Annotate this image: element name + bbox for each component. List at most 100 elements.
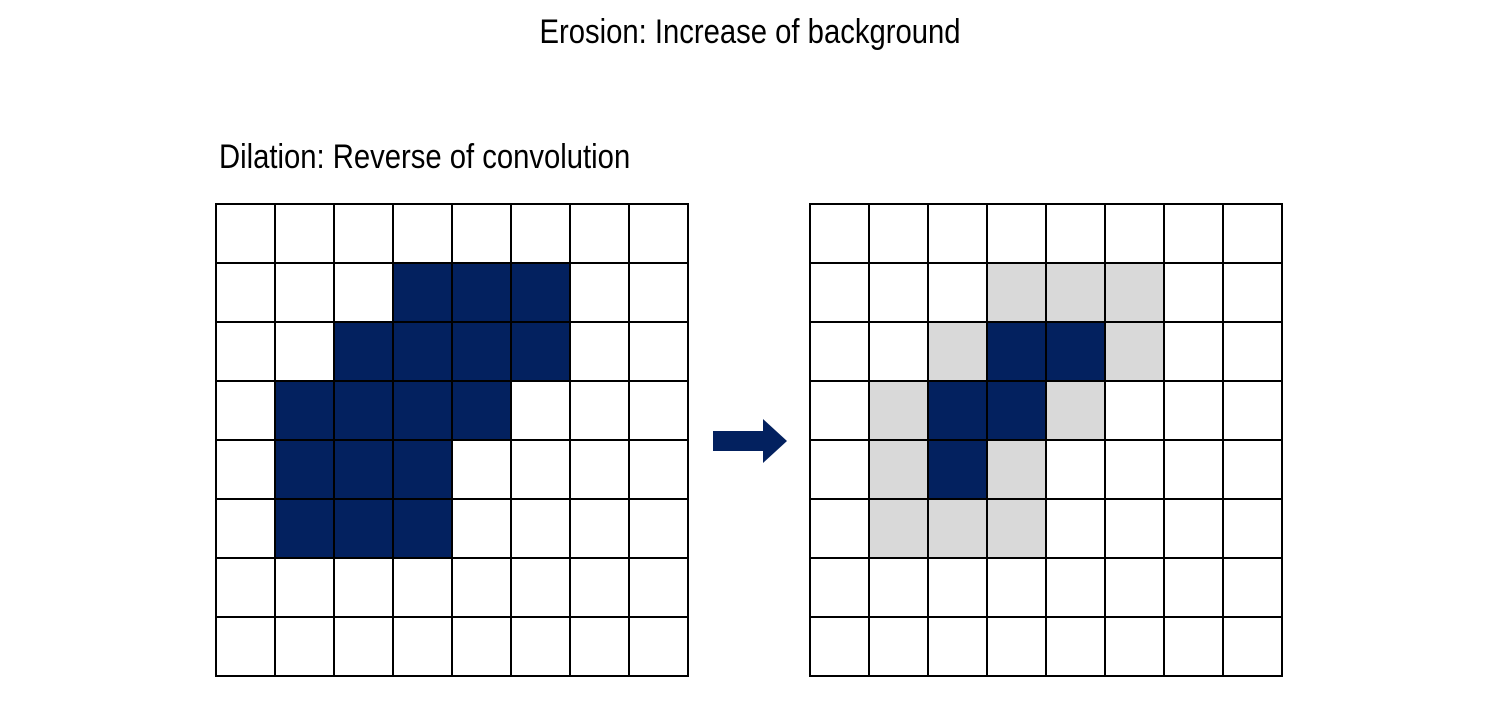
output-cell-r2-c5 xyxy=(1106,323,1165,382)
input-cell-r1-c5 xyxy=(512,264,571,323)
output-cell-r7-c0 xyxy=(811,618,870,677)
output-cell-r1-c7 xyxy=(1224,264,1283,323)
output-cell-r6-c0 xyxy=(811,559,870,618)
output-cell-r3-c3 xyxy=(988,382,1047,441)
output-cell-r4-c0 xyxy=(811,441,870,500)
input-cell-r6-c5 xyxy=(512,559,571,618)
output-cell-r0-c7 xyxy=(1224,205,1283,264)
diagram-subtitle: Dilation: Reverse of convolution xyxy=(219,138,631,176)
input-cell-r1-c2 xyxy=(335,264,394,323)
input-cell-r5-c5 xyxy=(512,500,571,559)
output-cell-r0-c2 xyxy=(929,205,988,264)
input-cell-r2-c3 xyxy=(394,323,453,382)
input-cell-r4-c1 xyxy=(276,441,335,500)
output-cell-r1-c6 xyxy=(1165,264,1224,323)
input-cell-r7-c5 xyxy=(512,618,571,677)
output-cell-r7-c7 xyxy=(1224,618,1283,677)
output-cell-r0-c5 xyxy=(1106,205,1165,264)
output-cell-r4-c6 xyxy=(1165,441,1224,500)
output-cell-r3-c4 xyxy=(1047,382,1106,441)
output-cell-r1-c5 xyxy=(1106,264,1165,323)
input-cell-r2-c1 xyxy=(276,323,335,382)
input-cell-r6-c4 xyxy=(453,559,512,618)
input-cell-r5-c3 xyxy=(394,500,453,559)
input-cell-r7-c4 xyxy=(453,618,512,677)
output-cell-r2-c1 xyxy=(870,323,929,382)
input-cell-r1-c4 xyxy=(453,264,512,323)
input-cell-r7-c0 xyxy=(217,618,276,677)
output-cell-r2-c2 xyxy=(929,323,988,382)
input-cell-r5-c2 xyxy=(335,500,394,559)
input-cell-r0-c1 xyxy=(276,205,335,264)
output-cell-r6-c3 xyxy=(988,559,1047,618)
output-cell-r5-c1 xyxy=(870,500,929,559)
input-cell-r2-c5 xyxy=(512,323,571,382)
input-cell-r7-c3 xyxy=(394,618,453,677)
input-cell-r7-c2 xyxy=(335,618,394,677)
input-cell-r2-c2 xyxy=(335,323,394,382)
diagram-title: Erosion: Increase of background xyxy=(539,13,961,51)
input-cell-r6-c2 xyxy=(335,559,394,618)
input-cell-r0-c4 xyxy=(453,205,512,264)
output-cell-r5-c6 xyxy=(1165,500,1224,559)
input-cell-r1-c6 xyxy=(571,264,630,323)
input-cell-r6-c1 xyxy=(276,559,335,618)
input-cell-r5-c6 xyxy=(571,500,630,559)
output-cell-r1-c0 xyxy=(811,264,870,323)
input-cell-r3-c4 xyxy=(453,382,512,441)
output-cell-r7-c2 xyxy=(929,618,988,677)
output-cell-r6-c6 xyxy=(1165,559,1224,618)
input-cell-r7-c7 xyxy=(630,618,689,677)
input-cell-r1-c7 xyxy=(630,264,689,323)
input-cell-r5-c1 xyxy=(276,500,335,559)
output-cell-r3-c5 xyxy=(1106,382,1165,441)
input-cell-r6-c6 xyxy=(571,559,630,618)
input-cell-r6-c7 xyxy=(630,559,689,618)
output-cell-r1-c3 xyxy=(988,264,1047,323)
input-cell-r4-c0 xyxy=(217,441,276,500)
right-arrow-icon xyxy=(713,419,787,463)
output-cell-r5-c4 xyxy=(1047,500,1106,559)
input-cell-r7-c6 xyxy=(571,618,630,677)
output-cell-r5-c7 xyxy=(1224,500,1283,559)
input-cell-r6-c0 xyxy=(217,559,276,618)
input-cell-r4-c3 xyxy=(394,441,453,500)
output-cell-r4-c5 xyxy=(1106,441,1165,500)
output-cell-r0-c6 xyxy=(1165,205,1224,264)
input-cell-r0-c7 xyxy=(630,205,689,264)
output-cell-r7-c3 xyxy=(988,618,1047,677)
input-cell-r0-c2 xyxy=(335,205,394,264)
output-cell-r0-c4 xyxy=(1047,205,1106,264)
output-cell-r6-c2 xyxy=(929,559,988,618)
output-cell-r7-c6 xyxy=(1165,618,1224,677)
output-grid xyxy=(809,203,1283,677)
input-cell-r1-c1 xyxy=(276,264,335,323)
input-cell-r3-c0 xyxy=(217,382,276,441)
input-cell-r5-c0 xyxy=(217,500,276,559)
output-cell-r1-c1 xyxy=(870,264,929,323)
input-cell-r5-c4 xyxy=(453,500,512,559)
input-cell-r2-c6 xyxy=(571,323,630,382)
output-cell-r5-c5 xyxy=(1106,500,1165,559)
output-cell-r4-c4 xyxy=(1047,441,1106,500)
output-cell-r6-c4 xyxy=(1047,559,1106,618)
input-cell-r7-c1 xyxy=(276,618,335,677)
input-cell-r6-c3 xyxy=(394,559,453,618)
output-cell-r2-c6 xyxy=(1165,323,1224,382)
arrow-shape xyxy=(713,419,787,463)
output-cell-r3-c1 xyxy=(870,382,929,441)
output-cell-r0-c3 xyxy=(988,205,1047,264)
input-cell-r4-c6 xyxy=(571,441,630,500)
output-cell-r2-c0 xyxy=(811,323,870,382)
input-cell-r3-c3 xyxy=(394,382,453,441)
output-cell-r7-c4 xyxy=(1047,618,1106,677)
output-cell-r4-c1 xyxy=(870,441,929,500)
output-cell-r4-c2 xyxy=(929,441,988,500)
output-cell-r2-c7 xyxy=(1224,323,1283,382)
input-cell-r3-c7 xyxy=(630,382,689,441)
input-cell-r4-c2 xyxy=(335,441,394,500)
input-cell-r0-c6 xyxy=(571,205,630,264)
input-cell-r2-c7 xyxy=(630,323,689,382)
input-cell-r2-c4 xyxy=(453,323,512,382)
